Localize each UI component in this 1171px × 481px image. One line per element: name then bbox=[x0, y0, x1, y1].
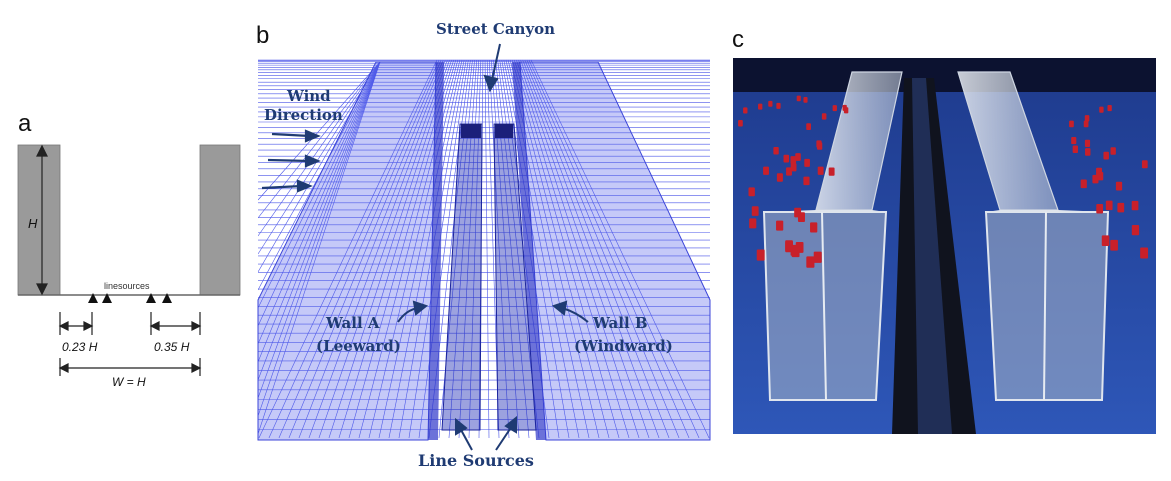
right-building-block bbox=[519, 61, 711, 441]
roughness-elements bbox=[738, 95, 1149, 268]
wall-a-label-line2: (Leeward) bbox=[316, 337, 401, 355]
source-cap-left bbox=[461, 124, 481, 138]
street-canyon-arrow bbox=[483, 43, 501, 93]
wall-b-label-line1: Wall B bbox=[592, 314, 648, 332]
panel-b-letter: b bbox=[256, 22, 270, 49]
left-building-block bbox=[257, 61, 437, 441]
panel-a-canyon-diagram: H linesources 0.23 H 0.35 H W = H bbox=[17, 144, 241, 389]
wall-b-arrow bbox=[551, 300, 589, 323]
line-sources-label: Line Sources bbox=[418, 451, 534, 470]
wall-b-label-line2: (Windward) bbox=[574, 337, 673, 355]
offset-right-label: 0.35 H bbox=[154, 340, 190, 354]
panel-c-letter: c bbox=[732, 26, 744, 53]
line-sources-arrows bbox=[455, 415, 517, 451]
photo-frame bbox=[733, 58, 1156, 434]
street-canyon-label: Street Canyon bbox=[436, 20, 555, 38]
line-source-markers bbox=[88, 293, 172, 303]
width-label: W = H bbox=[112, 375, 146, 389]
left-building bbox=[17, 144, 61, 296]
width-arrow bbox=[58, 358, 202, 376]
source-cap-right bbox=[495, 124, 513, 138]
height-arrow bbox=[36, 144, 48, 296]
offset-left-arrow bbox=[58, 312, 94, 335]
offset-left-label: 0.23 H bbox=[62, 340, 98, 354]
wall-a-surface bbox=[428, 62, 444, 440]
wall-b-surface bbox=[512, 62, 546, 440]
panel-a-letter: a bbox=[18, 110, 32, 137]
line-sources-label: linesources bbox=[104, 281, 150, 291]
wind-arrows bbox=[261, 129, 321, 193]
wind-direction-label-line1: Wind bbox=[286, 87, 331, 105]
right-model-front bbox=[984, 211, 1110, 401]
wind-direction-label-line2: Direction bbox=[264, 106, 343, 124]
wall-a-label-line1: Wall A bbox=[325, 314, 380, 332]
building-blocks bbox=[257, 61, 711, 441]
wall-a-arrow bbox=[397, 300, 429, 323]
height-label: H bbox=[28, 216, 38, 231]
offset-right-arrow bbox=[149, 312, 202, 335]
